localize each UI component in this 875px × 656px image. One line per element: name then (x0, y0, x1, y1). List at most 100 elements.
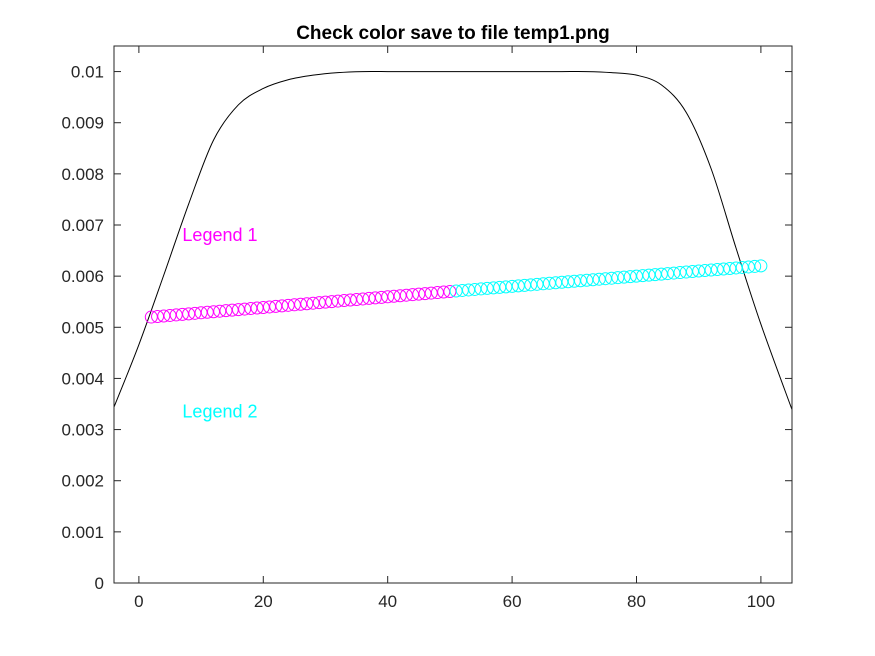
marker-series-2-12 (524, 278, 538, 292)
marker-series-1-23 (287, 298, 301, 312)
chart-title: Check color save to file temp1.png (296, 23, 610, 44)
marker-series-1-33 (350, 292, 364, 306)
marker-series-1-12 (219, 304, 233, 318)
marker-series-2-9 (505, 279, 519, 293)
marker-series-2-3 (468, 282, 482, 296)
axes-box (113, 45, 793, 584)
marker-series-2-43 (717, 262, 731, 276)
marker-series-2-26 (611, 271, 625, 285)
marker-series-2-25 (605, 271, 619, 285)
marker-series-1-8 (194, 306, 208, 320)
marker-series-2-31 (642, 268, 656, 282)
marker-series-2-5 (480, 281, 494, 295)
y-tick-label-5: 0.005 (61, 318, 104, 337)
marker-series-2-21 (580, 273, 594, 287)
y-tick-label-8: 0.008 (61, 165, 104, 184)
marker-series-1-27 (312, 296, 326, 310)
marker-series-1-41 (399, 288, 413, 302)
marker-series-2-37 (679, 265, 693, 279)
marker-series-1-22 (281, 298, 295, 312)
marker-series-1-26 (306, 296, 320, 310)
marker-series-2-40 (698, 264, 712, 278)
marker-series-1-20 (269, 299, 283, 313)
marker-series-1-35 (362, 291, 376, 305)
marker-series-1-28 (318, 295, 332, 309)
marker-series-2-38 (685, 265, 699, 279)
marker-series-1-18 (256, 300, 270, 314)
marker-series-2-14 (536, 277, 550, 291)
marker-series-2-2 (462, 283, 476, 297)
y-tick-label-10: 0.01 (71, 63, 104, 82)
marker-series-2-49 (754, 259, 768, 273)
x-tick-label-5: 100 (747, 592, 775, 611)
y-tick-label-0: 0 (95, 574, 104, 593)
marker-series-2-19 (567, 274, 581, 288)
marker-series-2-34 (661, 267, 675, 281)
marker-series-1-48 (443, 284, 457, 298)
marker-series-1-29 (325, 295, 339, 309)
x-tick-label-1: 20 (254, 592, 273, 611)
marker-series-2-48 (748, 259, 762, 273)
marker-series-2-42 (710, 262, 724, 276)
series-line-0 (114, 70, 792, 410)
marker-series-1-44 (418, 287, 432, 301)
marker-series-1-4 (169, 308, 183, 322)
marker-series-2-0 (449, 284, 463, 298)
marker-series-1-14 (231, 303, 245, 317)
marker-series-1-9 (200, 305, 214, 319)
marker-series-1-43 (412, 287, 426, 301)
marker-series-1-6 (182, 307, 196, 321)
plot-layer (114, 70, 792, 410)
marker-series-1-34 (356, 292, 370, 306)
x-tick-label-0: 0 (134, 592, 143, 611)
marker-series-2-10 (511, 279, 525, 293)
marker-series-1-1 (151, 310, 165, 324)
marker-series-1-45 (424, 286, 438, 300)
marker-series-1-21 (275, 299, 289, 313)
annotation-legend-1: Legend 1 (182, 225, 257, 245)
marker-series-1-17 (250, 301, 264, 315)
marker-series-1-40 (393, 289, 407, 303)
marker-series-1-10 (207, 305, 221, 319)
marker-series-1-13 (225, 303, 239, 317)
marker-series-1-11 (213, 304, 227, 318)
marker-series-2-11 (518, 278, 532, 292)
plot-area (114, 70, 792, 410)
marker-series-2-4 (474, 282, 488, 296)
marker-series-2-16 (549, 276, 563, 290)
marker-series-2-6 (486, 281, 500, 295)
marker-series-2-13 (530, 277, 544, 291)
marker-series-2-41 (704, 263, 718, 277)
y-tick-label-7: 0.007 (61, 216, 104, 235)
marker-series-2-28 (623, 270, 637, 284)
marker-series-2-1 (455, 283, 469, 297)
y-tick-label-6: 0.006 (61, 267, 104, 286)
x-tick-label-2: 40 (378, 592, 397, 611)
marker-series-1-5 (175, 307, 189, 321)
marker-series-1-15 (238, 302, 252, 316)
annotation-layer: Legend 1 Legend 2 (182, 225, 257, 421)
marker-series-2-15 (542, 276, 556, 290)
marker-series-1-32 (343, 293, 357, 307)
marker-series-1-2 (157, 309, 171, 323)
marker-series-2-46 (735, 260, 749, 274)
marker-series-2-20 (574, 274, 588, 288)
marker-series-1-39 (387, 289, 401, 303)
marker-series-1-42 (406, 288, 420, 302)
marker-series-2-29 (630, 269, 643, 283)
marker-series-2-7 (493, 280, 507, 294)
marker-series-2-33 (654, 267, 668, 281)
marker-series-2-18 (561, 275, 575, 289)
marker-series-1-46 (430, 286, 444, 300)
marker-series-1-3 (163, 308, 177, 322)
y-tick-label-3: 0.003 (61, 421, 104, 440)
marker-series-1-24 (294, 297, 308, 311)
marker-series-2-39 (692, 264, 706, 278)
marker-series-2-44 (723, 261, 737, 275)
marker-series-1-16 (244, 302, 258, 316)
marker-series-1-31 (337, 294, 351, 308)
marker-series-2-27 (617, 270, 631, 284)
marker-series-2-8 (499, 280, 513, 294)
marker-series-2-35 (667, 266, 681, 280)
